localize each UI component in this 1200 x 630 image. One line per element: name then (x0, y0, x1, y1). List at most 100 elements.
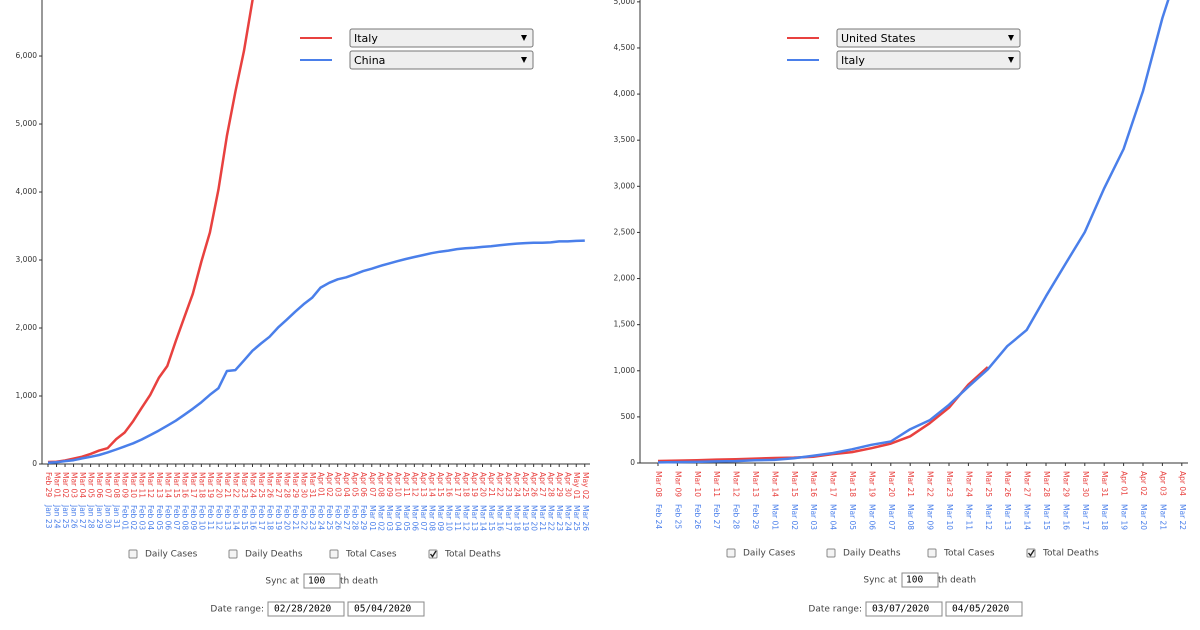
y-tick-label: 2,000 (614, 274, 636, 283)
end-date-input[interactable] (945, 601, 1023, 617)
x-tick-label: Mar 08 (906, 504, 915, 530)
x-tick-label: Feb 08 (180, 505, 189, 530)
series-select[interactable] (836, 50, 1021, 70)
x-tick-label: Mar 14 (479, 505, 488, 531)
end-date-input[interactable] (347, 601, 425, 617)
checkbox-label: Total Deaths (1042, 549, 1099, 559)
y-tick-label: 0 (630, 458, 635, 467)
x-tick-label: Apr 24 (513, 472, 522, 497)
sync-input[interactable] (901, 572, 939, 588)
x-tick-label: Apr 29 (555, 472, 564, 497)
checkbox[interactable] (927, 548, 937, 558)
x-tick-label: Feb 22 (300, 505, 309, 530)
start-date-input[interactable] (865, 601, 943, 617)
x-tick-label: Mar 29 (291, 472, 300, 498)
x-tick-label: Apr 02 (325, 472, 334, 497)
x-tick-label: Apr 28 (547, 472, 556, 497)
x-tick-label: Apr 05 (351, 472, 360, 497)
y-tick-label: 3,500 (614, 135, 636, 144)
series-line (47, 239, 585, 465)
series-select[interactable] (836, 28, 1021, 48)
x-tick-label: Jan 29 (95, 504, 104, 529)
x-tick-label: Feb 02 (129, 505, 138, 530)
x-tick-label: Feb 26 (334, 505, 343, 530)
x-tick-label: Mar 02 (61, 472, 70, 498)
x-tick-label: Feb 01 (121, 505, 130, 530)
x-tick-label: May 02 (581, 472, 590, 500)
y-tick-label: 2,000 (16, 323, 38, 332)
legend-label: United States (841, 32, 916, 45)
x-tick-label: Mar 24 (564, 505, 573, 531)
y-tick-label: 500 (621, 412, 636, 421)
series-select[interactable] (349, 50, 534, 70)
checkbox[interactable] (329, 549, 339, 559)
x-tick-label: Mar 22 (1178, 504, 1187, 530)
x-tick-label: Mar 06 (410, 505, 419, 531)
x-tick-label: Feb 29 (44, 472, 53, 497)
end-date: 05/04/2020 (354, 604, 411, 615)
x-tick-label: Mar 27 (1023, 471, 1032, 497)
x-tick-label: Apr 06 (359, 472, 368, 497)
x-tick-label: Mar 15 (172, 472, 181, 498)
checkbox-label: Total Cases (345, 550, 397, 560)
legend-label: Italy (354, 32, 378, 45)
x-tick-label: Apr 08 (376, 472, 385, 497)
x-tick-label: Mar 27 (274, 472, 283, 498)
date-range-label: Date range: (210, 605, 264, 615)
x-tick-label: Mar 13 (751, 471, 760, 497)
sync-input[interactable] (303, 573, 341, 589)
x-tick-label: Mar 14 (163, 472, 172, 498)
x-tick-label: Mar 13 (155, 472, 164, 498)
x-tick-label: Mar 15 (1042, 504, 1051, 530)
x-tick-label: Mar 25 (572, 505, 581, 531)
x-tick-label: Mar 12 (732, 471, 741, 497)
x-tick-label: Apr 26 (530, 472, 539, 497)
plot-area (47, 0, 585, 465)
checkbox-label: Daily Deaths (843, 549, 901, 559)
x-tick-label: Feb 29 (751, 504, 760, 529)
x-tick-label: Mar 19 (867, 471, 876, 497)
x-tick-label: Mar 23 (240, 472, 249, 498)
dropdown-arrow (1008, 57, 1014, 63)
x-tick-label: Apr 13 (419, 472, 428, 497)
x-tick-label: Jan 27 (78, 504, 87, 529)
checkbox[interactable] (228, 549, 238, 559)
start-date-input[interactable] (267, 601, 345, 617)
x-tick-label: Apr 17 (453, 472, 462, 497)
x-tick-label: Mar 03 (809, 504, 818, 530)
y-tick-label: 1,000 (614, 366, 636, 375)
x-tick-label: Apr 01 (1120, 471, 1129, 496)
x-tick-label: Mar 26 (1003, 471, 1012, 497)
x-tick-label: Jan 26 (70, 504, 79, 529)
x-tick-label: Mar 04 (829, 504, 838, 530)
x-tick-label: Mar 16 (1061, 504, 1070, 530)
x-tick-label: Mar 09 (436, 505, 445, 531)
x-tick-label: Mar 05 (848, 504, 857, 530)
x-tick-label: Apr 07 (368, 472, 377, 497)
checkbox[interactable] (128, 549, 138, 559)
x-tick-label: Mar 22 (231, 472, 240, 498)
x-tick-label: Mar 03 (70, 472, 79, 498)
y-tick-label: 1,500 (614, 320, 636, 329)
checkbox[interactable] (726, 548, 736, 558)
x-tick-label: Mar 08 (654, 471, 663, 497)
checkmark (1027, 549, 1035, 557)
x-tick-label: Apr 04 (342, 472, 351, 497)
x-tick-label: Apr 14 (427, 472, 436, 497)
x-tick-label: Jan 30 (104, 504, 113, 529)
x-tick-label: Mar 26 (266, 472, 275, 498)
x-tick-label: Mar 21 (906, 471, 915, 497)
x-tick-label: Mar 18 (848, 471, 857, 497)
x-tick-label: Mar 21 (538, 505, 547, 531)
x-tick-label: Mar 10 (693, 471, 702, 497)
x-tick-label: Mar 13 (1003, 504, 1012, 530)
legend-label: Italy (841, 54, 865, 67)
checkbox[interactable] (826, 548, 836, 558)
x-tick-label: Mar 09 (121, 472, 130, 498)
x-tick-label: Mar 28 (1042, 471, 1051, 497)
x-tick-label: Feb 10 (197, 505, 206, 530)
series-select[interactable] (349, 28, 534, 48)
x-tick-label: Mar 09 (673, 471, 682, 497)
x-tick-label: Mar 30 (1081, 471, 1090, 497)
sync-suffix: th death (340, 577, 378, 587)
